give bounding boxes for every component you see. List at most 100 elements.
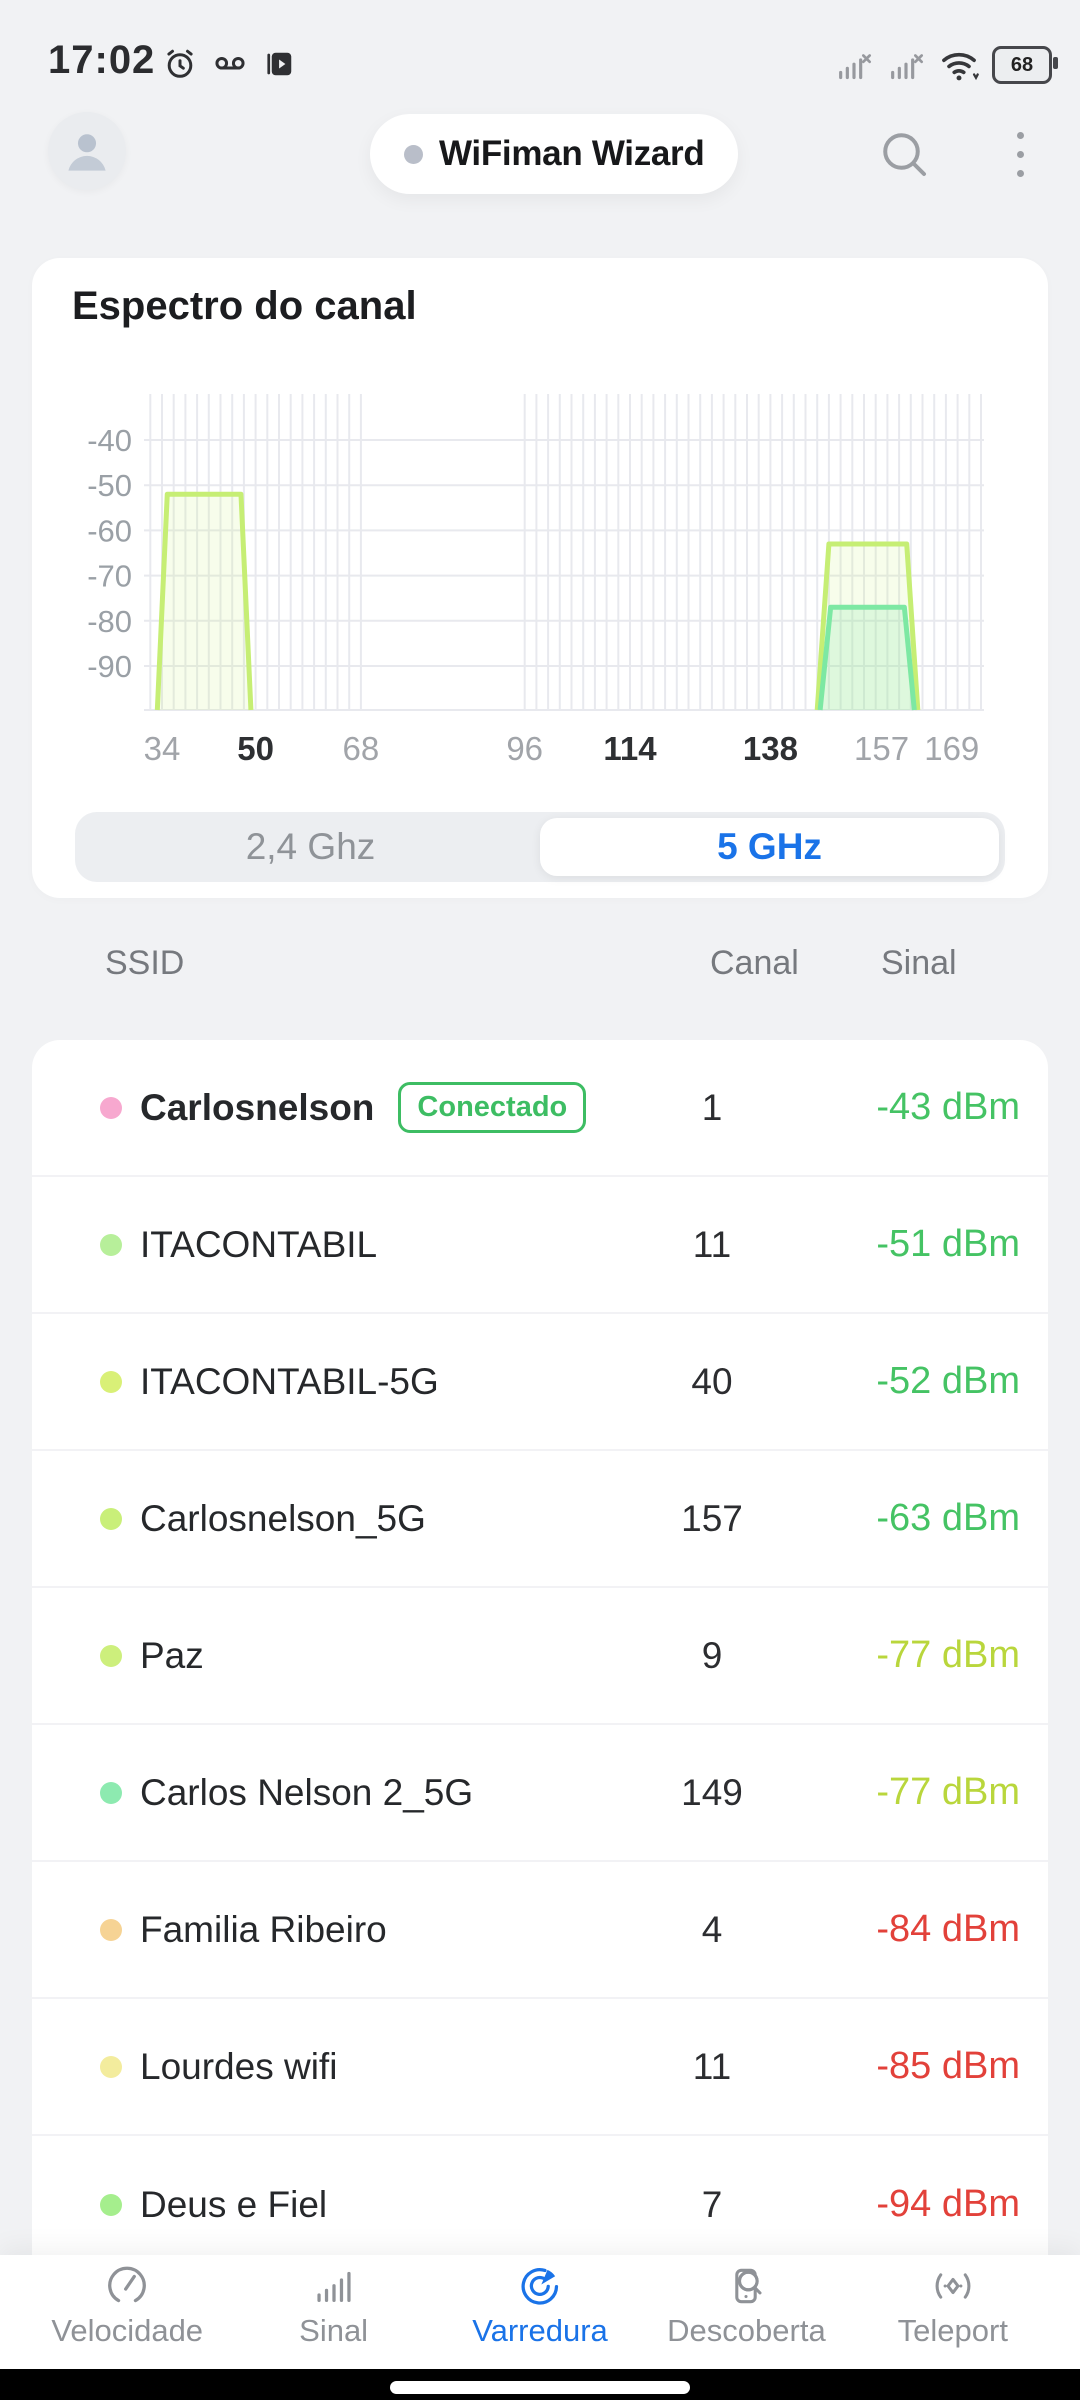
network-row[interactable]: ITACONTABIL-5G 40 -52 dBm xyxy=(32,1314,1048,1451)
network-row[interactable]: Carlos Nelson 2_5G 149 -77 dBm xyxy=(32,1725,1048,1862)
nav-label: Varredura xyxy=(472,2313,608,2348)
nav-item-velocidade[interactable]: Velocidade xyxy=(24,2255,230,2369)
home-indicator[interactable] xyxy=(390,2381,690,2394)
avatar[interactable] xyxy=(48,112,126,190)
network-row[interactable]: Lourdes wifi 11 -85 dBm xyxy=(32,1999,1048,2136)
channel-value: 149 xyxy=(681,1771,743,1813)
ssid-label: ITACONTABIL-5G xyxy=(140,1360,439,1402)
battery-percent: 68 xyxy=(1010,53,1034,76)
column-canal: Canal xyxy=(710,944,799,982)
svg-text:-80: -80 xyxy=(87,604,132,639)
connected-badge: Conectado xyxy=(398,1082,587,1133)
speedometer-icon xyxy=(104,2263,150,2309)
svg-text:-60: -60 xyxy=(87,513,132,548)
ssid-color-dot xyxy=(100,2055,122,2078)
channel-value: 40 xyxy=(691,1360,733,1402)
teleport-icon xyxy=(930,2263,976,2309)
ssid-label: Deus e Fiel xyxy=(140,2183,328,2225)
radar-icon xyxy=(517,2263,563,2309)
bottom-nav: Velocidade Sinal Varredura Descoberta Te… xyxy=(0,2255,1080,2369)
network-row[interactable]: Carlosnelson Conectado 1 -43 dBm xyxy=(32,1040,1048,1177)
status-right-icons: 68 xyxy=(834,44,1058,86)
wifi-icon xyxy=(942,52,979,81)
signal-value: -84 dBm xyxy=(876,1908,1020,1950)
person-icon xyxy=(68,134,106,171)
ssid-color-dot xyxy=(100,2193,122,2216)
channel-value: 11 xyxy=(692,2045,732,2087)
channel-spectrum-card: Espectro do canal -40 -50 -60 -70 -80 -90 34 50… xyxy=(32,258,1048,898)
cell-signal-icon xyxy=(839,54,871,80)
svg-text:114: 114 xyxy=(603,730,657,767)
ssid-color-dot xyxy=(100,1507,122,1530)
svg-text:-70: -70 xyxy=(87,559,132,594)
table-header: SSID Canal Sinal xyxy=(0,944,1080,994)
app-title-pill[interactable]: WiFiman Wizard xyxy=(370,114,739,194)
cell-signal-icon xyxy=(891,54,923,80)
ssid-color-dot xyxy=(100,1233,122,1256)
signal-value: -94 dBm xyxy=(876,2183,1020,2225)
nav-label: Teleport xyxy=(897,2313,1008,2348)
network-list: Carlosnelson Conectado 1 -43 dBm ITACONT… xyxy=(32,1040,1048,2400)
system-nav-bar xyxy=(0,2369,1080,2400)
channel-value: 7 xyxy=(701,2183,723,2225)
nav-item-varredura[interactable]: Varredura xyxy=(437,2255,643,2369)
svg-text:157: 157 xyxy=(854,730,909,767)
signal-bars-icon xyxy=(311,2263,357,2309)
signal-value: -43 dBm xyxy=(876,1086,1020,1128)
overflow-menu-icon[interactable] xyxy=(1000,122,1040,186)
channel-value: 4 xyxy=(701,1908,723,1950)
svg-text:68: 68 xyxy=(343,730,380,767)
ssid-color-dot xyxy=(100,1370,122,1393)
svg-text:34: 34 xyxy=(144,730,181,767)
nav-item-descoberta[interactable]: Descoberta xyxy=(643,2255,849,2369)
ssid-label: Familia Ribeiro xyxy=(140,1908,387,1950)
channel-value: 157 xyxy=(681,1497,743,1539)
voicemail-icon xyxy=(215,56,245,70)
discovery-icon xyxy=(723,2263,769,2309)
svg-text:169: 169 xyxy=(924,730,979,767)
network-row[interactable]: Familia Ribeiro 4 -84 dBm xyxy=(32,1862,1048,1999)
nav-label: Velocidade xyxy=(51,2313,204,2348)
network-row[interactable]: ITACONTABIL 11 -51 dBm xyxy=(32,1177,1048,1314)
network-row[interactable]: Paz 9 -77 dBm xyxy=(32,1588,1048,1725)
ssid-color-dot xyxy=(100,1096,122,1119)
ssid-label: Paz xyxy=(140,1634,204,1676)
ssid-color-dot xyxy=(100,1781,122,1804)
nav-label: Descoberta xyxy=(667,2313,826,2348)
ssid-label: Carlos Nelson 2_5G xyxy=(140,1771,474,1813)
alarm-icon xyxy=(167,49,193,78)
nav-item-sinal[interactable]: Sinal xyxy=(230,2255,436,2369)
svg-text:50: 50 xyxy=(237,730,274,767)
svg-text:-40: -40 xyxy=(87,423,132,458)
column-ssid: SSID xyxy=(105,944,185,982)
signal-value: -51 dBm xyxy=(876,1223,1020,1265)
status-time: 17:02 xyxy=(48,38,156,82)
network-row[interactable]: Carlosnelson_5G 157 -63 dBm xyxy=(32,1451,1048,1588)
spectrum-chart: -40 -50 -60 -70 -80 -90 34 50 68 96 114 138 157 169 xyxy=(87,394,984,767)
band-option-5ghz[interactable]: 5 GHz xyxy=(540,818,999,876)
band-option-24ghz[interactable]: 2,4 Ghz xyxy=(245,826,376,867)
nav-item-teleport[interactable]: Teleport xyxy=(850,2255,1056,2369)
signal-value: -85 dBm xyxy=(876,2045,1020,2087)
channel-value: 11 xyxy=(692,1223,732,1265)
battery-icon: 68 xyxy=(992,46,1058,84)
signal-value: -63 dBm xyxy=(876,1497,1020,1539)
ssid-color-dot xyxy=(100,1918,122,1941)
svg-text:-50: -50 xyxy=(87,468,132,503)
status-dot xyxy=(404,144,423,164)
network-row[interactable]: Deus e Fiel 7 -94 dBm xyxy=(32,2136,1048,2273)
signal-value: -77 dBm xyxy=(876,1771,1020,1813)
status-left-icons xyxy=(162,46,298,82)
signal-value: -52 dBm xyxy=(876,1360,1020,1402)
band-toggle: 2,4 Ghz 5 GHz xyxy=(75,812,1005,882)
svg-text:96: 96 xyxy=(506,730,543,767)
ssid-color-dot xyxy=(100,1644,122,1667)
search-icon[interactable] xyxy=(874,124,934,184)
channel-value: 9 xyxy=(701,1634,723,1676)
ssid-label: Carlosnelson xyxy=(140,1086,375,1128)
ssid-label: Carlosnelson_5G xyxy=(140,1497,426,1539)
signal-value: -77 dBm xyxy=(876,1634,1020,1676)
ssid-label: Lourdes wifi xyxy=(140,2045,338,2087)
ssid-label: ITACONTABIL xyxy=(140,1223,378,1265)
svg-text:-90: -90 xyxy=(87,649,132,684)
